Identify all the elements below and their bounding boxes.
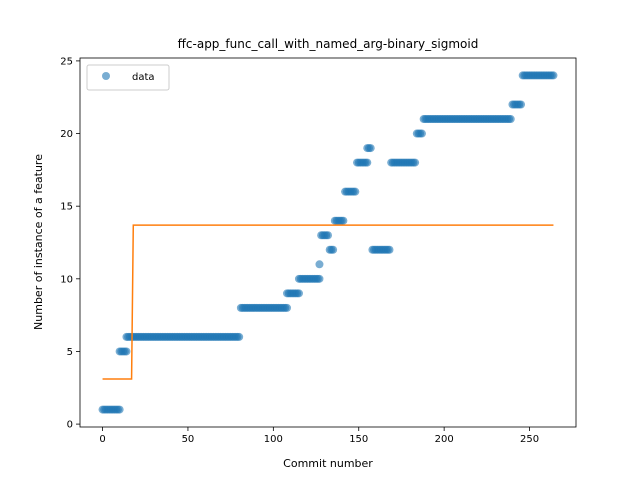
legend-marker-data xyxy=(102,72,110,80)
data-point xyxy=(517,100,525,109)
data-point xyxy=(122,347,131,356)
data-point xyxy=(366,144,375,153)
y-tick-label: 15 xyxy=(60,202,73,213)
legend-label-data: data xyxy=(132,72,155,83)
x-tick-label: 0 xyxy=(99,434,105,445)
y-tick-label: 20 xyxy=(60,129,73,140)
y-axis-label: Number of instance of a feature xyxy=(32,154,45,330)
data-point xyxy=(294,289,303,298)
data-point xyxy=(115,405,124,414)
data-point xyxy=(363,158,372,167)
data-point xyxy=(549,71,558,80)
data-point xyxy=(315,260,324,269)
data-point xyxy=(324,231,332,240)
plot-area xyxy=(80,58,576,427)
data-point xyxy=(315,274,324,283)
y-tick-label: 25 xyxy=(60,56,73,67)
data-point xyxy=(235,332,244,341)
data-point xyxy=(283,303,292,312)
y-tick-label: 0 xyxy=(67,420,73,431)
axes-frame xyxy=(79,57,577,428)
axes-layer: 0 50 100 150 200 250 0 5 10 15 20 25 xyxy=(60,56,577,445)
data-point xyxy=(385,245,394,254)
x-tick-label: 100 xyxy=(264,434,283,445)
legend-box xyxy=(86,64,170,91)
fit-line xyxy=(102,224,554,380)
x-tick-label: 200 xyxy=(435,434,454,445)
x-tick-label: 150 xyxy=(349,434,368,445)
data-point xyxy=(417,129,426,138)
data-point xyxy=(339,216,348,225)
data-point xyxy=(351,187,360,196)
x-tick-label: 250 xyxy=(520,434,539,445)
legend: data xyxy=(86,64,170,91)
data-point xyxy=(329,245,338,254)
x-axis-label: Commit number xyxy=(283,457,373,470)
chart-title: ffc-app_func_call_with_named_arg-binary_… xyxy=(178,37,479,51)
x-tick-label: 50 xyxy=(182,434,195,445)
y-tick-label: 5 xyxy=(67,347,73,358)
data-point xyxy=(506,115,515,124)
data-layer xyxy=(98,71,558,414)
y-tick-label: 10 xyxy=(60,274,73,285)
data-point xyxy=(411,158,420,167)
